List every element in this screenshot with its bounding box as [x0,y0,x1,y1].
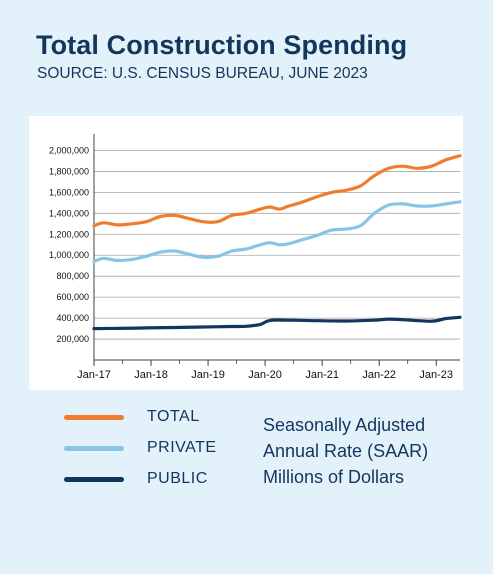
y-tick-label: 1,800,000 [49,166,89,176]
y-tick-label: 1,200,000 [49,229,89,239]
series-line-public [92,315,462,331]
units-note-line-2: Annual Rate (SAAR) [263,441,429,461]
legend-label-total: TOTAL [147,408,200,425]
legend-label-public: PUBLIC [147,470,208,487]
y-tick-label: 600,000 [56,292,89,302]
line-chart: 200,000 400,000 600,000 800,000 1,000,000 1,2… [49,134,462,381]
units-note-line-1: Seasonally Adjusted [263,415,426,435]
y-tick-label: 2,000,000 [49,145,89,155]
page-subtitle: SOURCE: U.S. CENSUS BUREAU, JUNE 2023 [37,65,368,82]
series-line-total [92,154,462,228]
legend-label-private: PRIVATE [147,439,217,456]
y-tick-label: 1,000,000 [49,250,89,260]
page-title: Total Construction Spending [36,30,408,60]
y-tick-label: 800,000 [56,271,89,281]
legend-swatch-public [64,477,124,482]
x-tick-label: Jan-18 [134,369,168,381]
x-tick-label: Jan-23 [419,369,453,381]
y-tick-label: 400,000 [56,313,89,323]
x-tick-label: Jan-20 [248,369,282,381]
plot-area: 200,000 400,000 600,000 800,000 1,000,000 1,2… [29,116,463,390]
legend-swatch-private [64,446,124,451]
legend-swatch-total [64,415,124,420]
x-tick-label: Jan-17 [77,369,111,381]
x-tick-label: Jan-22 [362,369,396,381]
units-note-line-3: Millions of Dollars [263,467,405,487]
units-note: Seasonally Adjusted Annual Rate (SAAR) M… [263,412,428,490]
y-tick-label: 1,400,000 [49,208,89,218]
y-tick-label: 200,000 [56,334,89,344]
x-tick-label: Jan-21 [305,369,339,381]
x-tick-label: Jan-19 [191,369,225,381]
y-tick-label: 1,600,000 [49,187,89,197]
series-line-private [92,200,462,264]
